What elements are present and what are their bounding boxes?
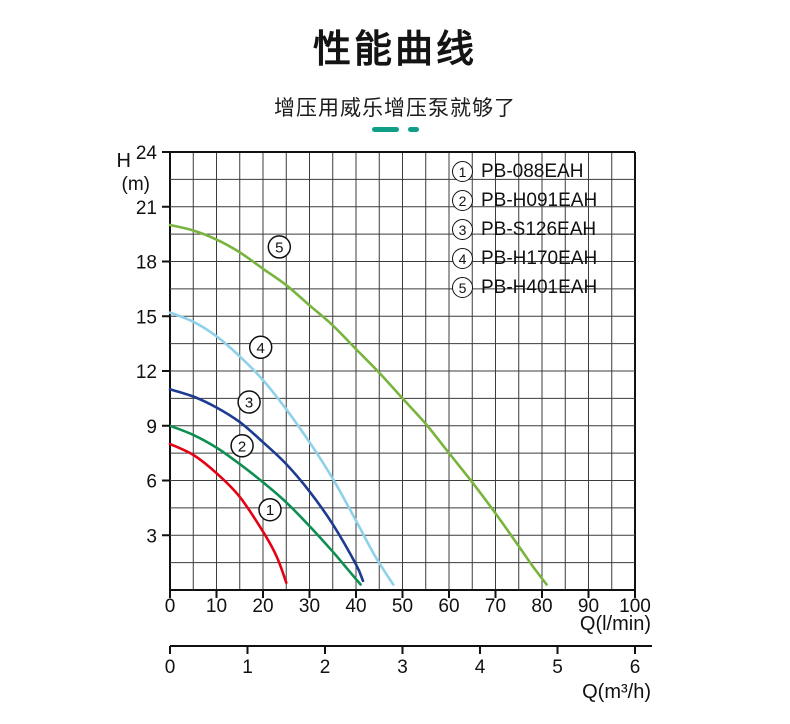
x-axis-tick-label: 10	[206, 596, 227, 617]
y-axis-tick-label: 15	[136, 307, 157, 328]
curve-1	[168, 442, 288, 584]
y-axis-tick-label: 18	[136, 253, 157, 274]
y-axis-tick-label: 12	[136, 362, 157, 383]
y-axis-tick-label: 9	[146, 417, 157, 438]
legend-number-circle: 3	[452, 219, 473, 240]
legend-item: 1 PB-088EAH	[452, 157, 597, 186]
legend-item: 3 PB-S126EAH	[452, 215, 597, 244]
curve-label-circle-3	[237, 390, 261, 414]
y-axis-unit: (m)	[122, 174, 150, 195]
curve-label-number-5: 5	[275, 239, 283, 256]
accent-dash-long	[371, 127, 399, 132]
chart-legend: 1 PB-088EAH 2 PB-H091EAH 3 PB-S126EAH 4 PB-H170…	[452, 157, 597, 302]
curve-label-number-1: 1	[266, 502, 274, 519]
x2-axis-tick-label: 2	[320, 657, 331, 678]
page-title: 性能曲线	[312, 29, 477, 71]
x2-axis-tick-label: 5	[552, 657, 563, 678]
legend-item: 4 PB-H170EAH	[452, 244, 597, 273]
legend-label: PB-088EAH	[481, 160, 584, 182]
x-axis-tick-label: 60	[438, 596, 459, 617]
curve-4	[168, 311, 395, 586]
x2-axis-tick-label: 0	[165, 657, 176, 678]
curve-3	[168, 388, 365, 583]
legend-item: 2 PB-H091EAH	[452, 186, 597, 215]
curve-label-circle-5	[267, 235, 292, 259]
x2-axis-tick-label: 3	[397, 657, 408, 678]
x-axis-tick-label: 50	[392, 596, 413, 617]
x2-axis-title: Q(m³/h)	[582, 681, 651, 703]
curve-label-circle-1	[258, 497, 282, 522]
x-axis-tick-label: 80	[531, 596, 552, 617]
x-axis-title: Q(l/min)	[580, 613, 651, 635]
legend-label: PB-S126EAH	[481, 218, 597, 240]
y-axis-tick-label: 6	[146, 472, 157, 493]
curve-label-number-2: 2	[238, 438, 246, 455]
y-axis-tick-label: 3	[146, 526, 157, 547]
legend-number-circle: 4	[452, 248, 473, 269]
legend-label: PB-H170EAH	[481, 247, 598, 269]
legend-number-circle: 5	[452, 277, 473, 298]
curve-label-number-3: 3	[245, 395, 253, 412]
y-axis-tick-label: 24	[136, 143, 158, 164]
legend-number-circle: 2	[452, 190, 473, 211]
legend-number-circle: 1	[452, 161, 473, 182]
x-axis-tick-label: 20	[252, 596, 273, 617]
x-axis-tick-label: 30	[299, 596, 320, 617]
x-axis-tick-label: 0	[165, 596, 176, 617]
legend-item: 5 PB-H401EAH	[452, 273, 597, 302]
accent-dash-short	[407, 127, 419, 132]
curve-label-circle-4	[248, 335, 273, 360]
x-axis-tick-label: 100	[619, 596, 651, 617]
legend-label: PB-H401EAH	[481, 276, 598, 298]
page-subtitle: 增压用威乐增压泵就够了	[274, 97, 516, 120]
x2-axis-tick-label: 4	[475, 657, 486, 678]
y-axis-title: H	[117, 150, 131, 172]
x2-axis-tick-label: 1	[242, 657, 253, 678]
x-axis-tick-label: 70	[485, 596, 506, 617]
curve-label-circle-2	[230, 434, 254, 458]
accent-underline	[0, 127, 790, 132]
curve-5	[168, 223, 548, 586]
x2-axis-tick-label: 6	[630, 657, 641, 678]
x-axis-tick-label: 90	[578, 596, 599, 617]
curve-label-number-4: 4	[257, 340, 265, 357]
legend-label: PB-H091EAH	[481, 189, 598, 211]
curve-2	[168, 424, 362, 586]
x-axis-tick-label: 40	[345, 596, 366, 617]
y-axis-tick-label: 21	[136, 198, 157, 219]
